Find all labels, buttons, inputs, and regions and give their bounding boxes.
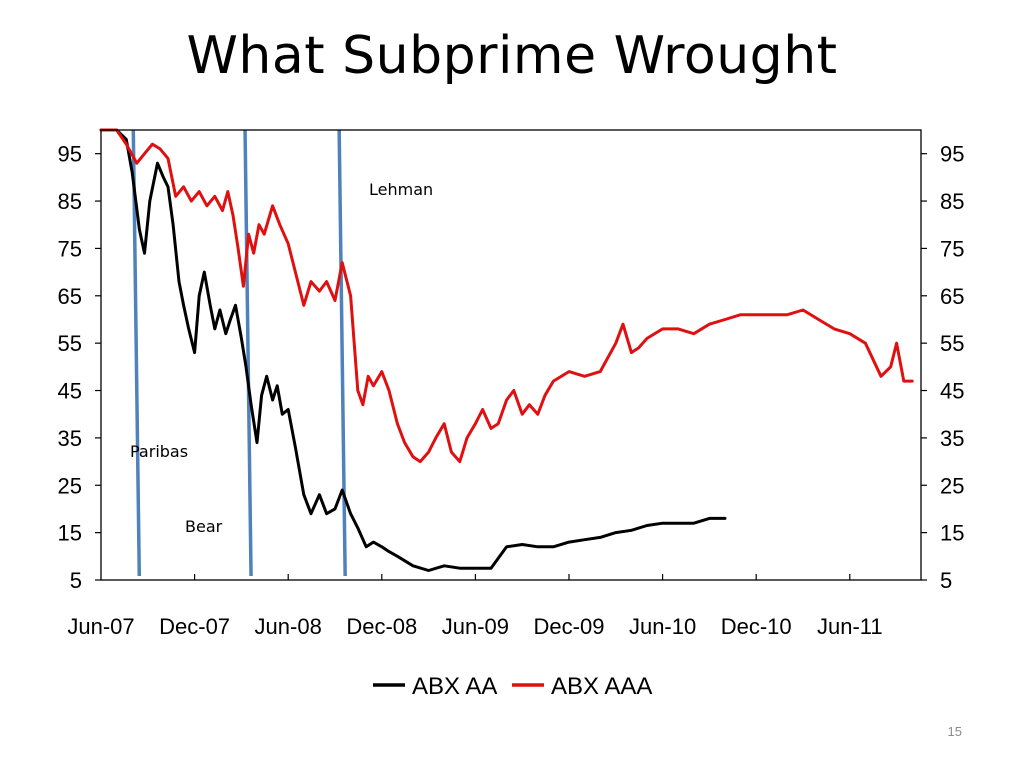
y-tick-label-left: 85 — [58, 189, 82, 214]
event-line-bear — [243, 129, 253, 577]
event-label-lehman: Lehman — [369, 180, 433, 199]
legend-label: ABX AA — [412, 673, 497, 700]
x-tick-label: Dec-10 — [721, 614, 792, 639]
x-tick-label: Dec-09 — [534, 614, 605, 639]
x-tick-label: Jun-08 — [255, 614, 322, 639]
slide-title: What Subprime Wrought — [186, 26, 838, 86]
y-tick-label-right: 95 — [940, 142, 964, 167]
x-tick-label: Jun-11 — [817, 614, 883, 639]
series-line-abx-aa — [99, 128, 727, 572]
y-tick-label-left: 45 — [58, 379, 82, 404]
series-line-abx-aaa — [99, 128, 914, 464]
axes-layer — [95, 129, 927, 581]
x-tick-label: Dec-07 — [159, 614, 230, 639]
y-tick-label-right: 65 — [940, 284, 964, 309]
plot-frame — [100, 129, 922, 581]
y-tick-label-right: 45 — [940, 379, 964, 404]
y-tick-label-left: 15 — [58, 521, 82, 546]
x-tick-label: Jun-10 — [629, 614, 696, 639]
event-line-lehman — [337, 129, 347, 577]
y-tick-label-right: 75 — [940, 236, 964, 261]
legend-label: ABX AAA — [551, 673, 652, 700]
y-tick-label-left: 75 — [58, 236, 82, 261]
x-tick-label: Jun-09 — [442, 614, 509, 639]
event-line-paribas — [131, 129, 142, 577]
y-tick-label-left: 55 — [58, 331, 82, 356]
y-tick-label-left: 5 — [70, 568, 82, 593]
event-label-paribas: Paribas — [130, 442, 188, 461]
y-tick-label-left: 95 — [58, 142, 82, 167]
y-tick-label-left: 65 — [58, 284, 82, 309]
x-tick-label: Dec-08 — [346, 614, 417, 639]
slide-number: 15 — [947, 724, 962, 739]
y-tick-label-right: 85 — [940, 189, 964, 214]
y-tick-label-left: 35 — [58, 426, 82, 451]
y-tick-label-right: 5 — [940, 568, 952, 593]
y-tick-label-left: 25 — [58, 473, 82, 498]
event-lines-layer — [131, 129, 347, 577]
x-tick-label: Jun-07 — [67, 614, 134, 639]
y-tick-label-right: 55 — [940, 331, 964, 356]
event-label-bear: Bear — [185, 517, 223, 536]
series-layer — [99, 128, 914, 572]
y-tick-label-right: 25 — [940, 473, 964, 498]
y-tick-label-right: 15 — [940, 521, 964, 546]
y-tick-label-right: 35 — [940, 426, 964, 451]
